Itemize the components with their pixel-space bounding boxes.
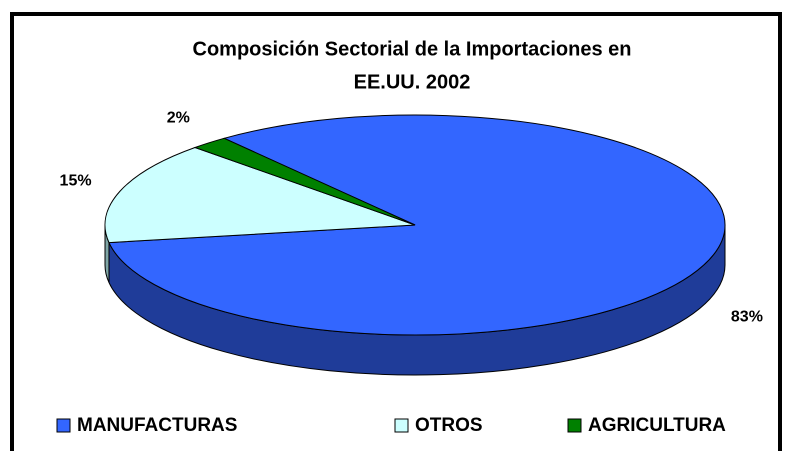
legend-label: OTROS: [415, 415, 483, 436]
chart-border: [10, 12, 782, 451]
chart-title: EE.UU. 2002: [354, 71, 471, 93]
legend-swatch: [394, 418, 409, 433]
legend-swatch: [56, 418, 71, 433]
legend-swatch: [567, 418, 582, 433]
legend-label: MANUFACTURAS: [77, 415, 237, 436]
pie-slice: [193, 137, 416, 226]
pie-slice: [108, 114, 726, 336]
data-label: 2%: [167, 109, 190, 126]
chart-title: Composición Sectorial de la Importacione…: [193, 38, 632, 60]
data-label: 83%: [731, 308, 763, 325]
legend-label: AGRICULTURA: [588, 415, 726, 436]
data-label: 15%: [60, 173, 92, 190]
pie-slice: [104, 146, 416, 244]
